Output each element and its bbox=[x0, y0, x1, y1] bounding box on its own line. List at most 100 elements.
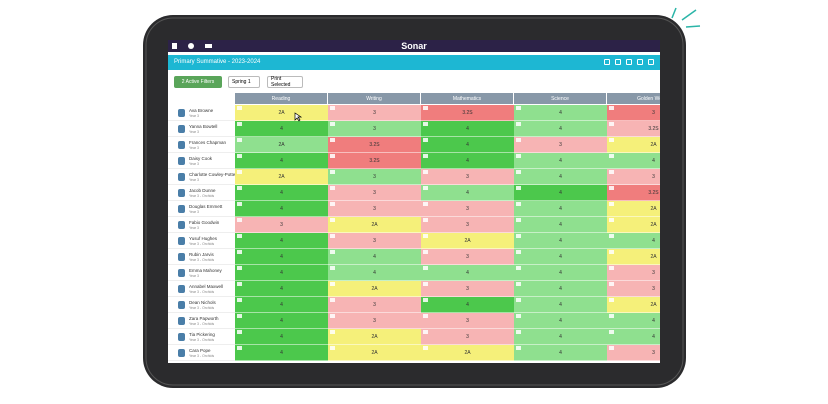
grade-cell[interactable]: 4 bbox=[607, 233, 660, 249]
grade-cell[interactable]: 4 bbox=[607, 153, 660, 169]
grade-cell[interactable]: 3 bbox=[235, 217, 328, 233]
grade-cell[interactable]: 3 bbox=[328, 185, 421, 201]
student-name[interactable]: Daisy Cook bbox=[189, 156, 213, 161]
print-button[interactable]: Print Selected bbox=[267, 76, 303, 88]
column-header[interactable]: Science bbox=[514, 93, 607, 104]
grade-cell[interactable]: 4 bbox=[328, 249, 421, 265]
grade-cell[interactable]: 3 bbox=[328, 313, 421, 329]
student-name[interactable]: Annabel Maxwell bbox=[189, 284, 224, 289]
grade-cell[interactable]: 4 bbox=[514, 169, 607, 185]
grade-cell[interactable]: 2A bbox=[607, 217, 660, 233]
column-header[interactable]: Reading bbox=[235, 93, 328, 104]
toolbar-icon[interactable] bbox=[637, 59, 643, 65]
grade-cell[interactable]: 4 bbox=[421, 153, 514, 169]
grade-cell[interactable]: 2A bbox=[607, 137, 660, 153]
grade-cell[interactable]: 4 bbox=[421, 137, 514, 153]
grade-cell[interactable]: 4 bbox=[235, 329, 328, 345]
student-name[interactable]: Fabio Goodwin bbox=[189, 220, 220, 225]
student-name[interactable]: Douglas Emmett bbox=[189, 204, 223, 209]
grade-cell[interactable]: 2A bbox=[235, 105, 328, 121]
grade-cell[interactable]: 3 bbox=[328, 105, 421, 121]
student-name[interactable]: Cara Pope bbox=[189, 348, 211, 353]
grade-cell[interactable]: 2A bbox=[235, 137, 328, 153]
student-name[interactable]: Yusuf Hughes bbox=[189, 236, 218, 241]
grade-cell[interactable]: 4 bbox=[235, 281, 328, 297]
toolbar-icon[interactable] bbox=[648, 59, 654, 65]
grade-cell[interactable]: 4 bbox=[514, 345, 607, 361]
grade-cell[interactable]: 2A bbox=[607, 249, 660, 265]
grade-cell[interactable]: 2A bbox=[421, 345, 514, 361]
grade-cell[interactable]: 3 bbox=[607, 105, 660, 121]
grade-cell[interactable]: 4 bbox=[235, 345, 328, 361]
grade-cell[interactable]: 4 bbox=[421, 297, 514, 313]
grade-cell[interactable]: 2A bbox=[328, 329, 421, 345]
grade-cell[interactable]: 3 bbox=[328, 297, 421, 313]
grade-cell[interactable]: 4 bbox=[607, 313, 660, 329]
student-name[interactable]: Frances Chapman bbox=[189, 140, 227, 145]
grade-cell[interactable]: 4 bbox=[421, 121, 514, 137]
grade-cell[interactable]: 4 bbox=[235, 185, 328, 201]
student-name[interactable]: Emma Mahoney bbox=[189, 268, 222, 273]
grade-cell[interactable]: 4 bbox=[235, 265, 328, 281]
grade-cell[interactable]: 4 bbox=[328, 265, 421, 281]
toolbar-icon[interactable] bbox=[626, 59, 632, 65]
grade-cell[interactable]: 4 bbox=[514, 153, 607, 169]
grade-cell[interactable]: 3 bbox=[421, 313, 514, 329]
grade-cell[interactable]: 4 bbox=[607, 329, 660, 345]
grade-cell[interactable]: 2A bbox=[328, 345, 421, 361]
grade-cell[interactable]: 4 bbox=[514, 121, 607, 137]
grade-cell[interactable]: 4 bbox=[514, 313, 607, 329]
grade-cell[interactable]: 3 bbox=[421, 249, 514, 265]
grade-cell[interactable]: 4 bbox=[235, 121, 328, 137]
icon[interactable] bbox=[188, 43, 194, 49]
grade-cell[interactable]: 2A bbox=[607, 201, 660, 217]
icon[interactable] bbox=[205, 44, 212, 48]
grade-cell[interactable]: 3.2S bbox=[607, 185, 660, 201]
toolbar-icon[interactable] bbox=[615, 59, 621, 65]
column-header[interactable]: Golden Words bbox=[607, 93, 660, 104]
grade-cell[interactable]: 2A bbox=[421, 233, 514, 249]
grade-cell[interactable]: 3 bbox=[421, 329, 514, 345]
student-name[interactable]: Yanna Bowtell bbox=[189, 124, 218, 129]
grade-cell[interactable]: 2A bbox=[328, 281, 421, 297]
grade-cell[interactable]: 3 bbox=[421, 281, 514, 297]
grade-cell[interactable]: 4 bbox=[514, 185, 607, 201]
grade-cell[interactable]: 3.2S bbox=[328, 153, 421, 169]
grade-cell[interactable]: 4 bbox=[235, 233, 328, 249]
term-select[interactable]: Spring 1 bbox=[228, 76, 260, 88]
grade-cell[interactable]: 3 bbox=[514, 137, 607, 153]
grade-cell[interactable]: 2A bbox=[328, 217, 421, 233]
grade-cell[interactable]: 3 bbox=[607, 169, 660, 185]
student-name[interactable]: Ava Browne bbox=[189, 108, 214, 113]
icon[interactable] bbox=[172, 43, 177, 49]
column-header[interactable]: Mathematics bbox=[421, 93, 514, 104]
grade-cell[interactable]: 4 bbox=[514, 297, 607, 313]
grade-cell[interactable]: 3 bbox=[328, 121, 421, 137]
grade-cell[interactable]: 4 bbox=[421, 265, 514, 281]
grade-cell[interactable]: 4 bbox=[514, 281, 607, 297]
grade-cell[interactable]: 3.2S bbox=[328, 137, 421, 153]
grade-cell[interactable]: 4 bbox=[514, 201, 607, 217]
grade-cell[interactable]: 3.2S bbox=[607, 121, 660, 137]
student-name[interactable]: Zara Papworth bbox=[189, 316, 219, 321]
grade-cell[interactable]: 3 bbox=[607, 345, 660, 361]
column-header[interactable]: Writing bbox=[328, 93, 421, 104]
grade-cell[interactable]: 3 bbox=[421, 201, 514, 217]
grade-cell[interactable]: 4 bbox=[235, 249, 328, 265]
filter-button[interactable]: 2 Active Filters bbox=[174, 76, 222, 88]
grade-cell[interactable]: 3 bbox=[607, 265, 660, 281]
grade-cell[interactable]: 4 bbox=[514, 217, 607, 233]
grade-cell[interactable]: 4 bbox=[514, 329, 607, 345]
grade-cell[interactable]: 4 bbox=[514, 249, 607, 265]
student-name[interactable]: Tia Pickering bbox=[189, 332, 215, 337]
grade-cell[interactable]: 3 bbox=[421, 169, 514, 185]
grade-cell[interactable]: 3 bbox=[328, 169, 421, 185]
grade-cell[interactable]: 3 bbox=[328, 233, 421, 249]
grade-cell[interactable]: 2A bbox=[607, 297, 660, 313]
student-name[interactable]: Jacob Dunne bbox=[189, 188, 216, 193]
grade-cell[interactable]: 4 bbox=[514, 105, 607, 121]
toolbar-icon[interactable] bbox=[604, 59, 610, 65]
student-name[interactable]: Charlotte Cowley-Potter bbox=[189, 172, 237, 177]
page-title[interactable]: Primary Summative - 2023-2024 bbox=[174, 59, 261, 65]
grade-cell[interactable]: 4 bbox=[235, 313, 328, 329]
